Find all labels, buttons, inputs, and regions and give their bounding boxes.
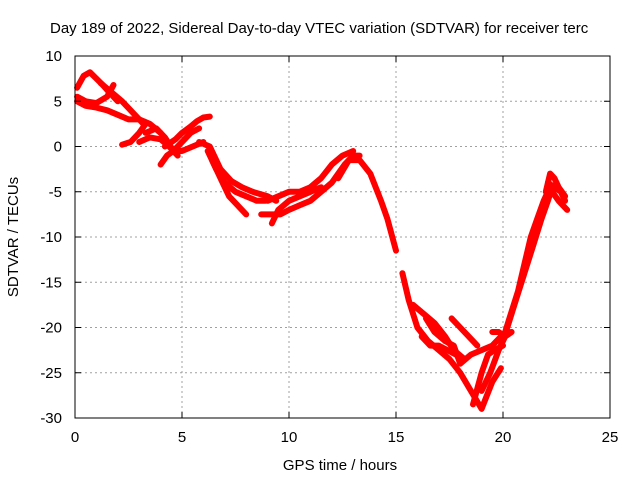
satellite-track-5: [119, 120, 149, 148]
x-tick-label: 15: [388, 429, 405, 446]
x-tick-labels: 0 5 10 15 20 25: [71, 429, 619, 446]
y-tick-label: 5: [54, 93, 62, 110]
axis-ticks: [74, 55, 611, 419]
chart-title: Day 189 of 2022, Sidereal Day-to-day VTE…: [50, 20, 589, 37]
x-tick-label: 20: [495, 429, 512, 446]
satellite-track-13: [264, 148, 357, 204]
satellite-track-19: [418, 333, 459, 358]
satellite-track-17: [399, 270, 504, 412]
satellite-track-9: [161, 113, 213, 150]
data-traces: [74, 69, 571, 412]
satellite-track-15: [268, 184, 325, 227]
x-tick-label: 25: [602, 429, 619, 446]
y-tick-label: -5: [49, 184, 62, 201]
satellite-track-21: [448, 315, 481, 349]
x-tick-label: 10: [281, 429, 298, 446]
y-tick-label: -20: [40, 320, 62, 337]
satellite-track-12: [209, 157, 250, 218]
x-axis-label: GPS time / hours: [283, 457, 397, 474]
satellite-track-4: [97, 80, 147, 127]
y-tick-label: -30: [40, 410, 62, 427]
satellite-track-10: [196, 139, 280, 204]
y-tick-labels: 10 5 0 -5 -10 -15 -20 -25 -30: [40, 48, 62, 427]
satellite-track-28: [544, 179, 569, 204]
satellite-track-3: [74, 98, 164, 136]
y-axis-label: SDTVAR / TECUs: [5, 177, 22, 297]
y-tick-label: -15: [40, 274, 62, 291]
x-tick-label: 5: [178, 429, 186, 446]
satellite-track-26: [504, 184, 556, 331]
y-tick-label: -25: [40, 365, 62, 382]
y-tick-label: 10: [45, 48, 62, 65]
x-tick-label: 0: [71, 429, 79, 446]
satellite-track-8: [157, 139, 207, 168]
y-tick-label: -10: [40, 229, 62, 246]
satellite-track-29: [542, 188, 571, 213]
y-tick-label: 0: [54, 139, 62, 156]
satellite-track-16: [335, 157, 399, 254]
satellite-track-20: [423, 315, 504, 367]
